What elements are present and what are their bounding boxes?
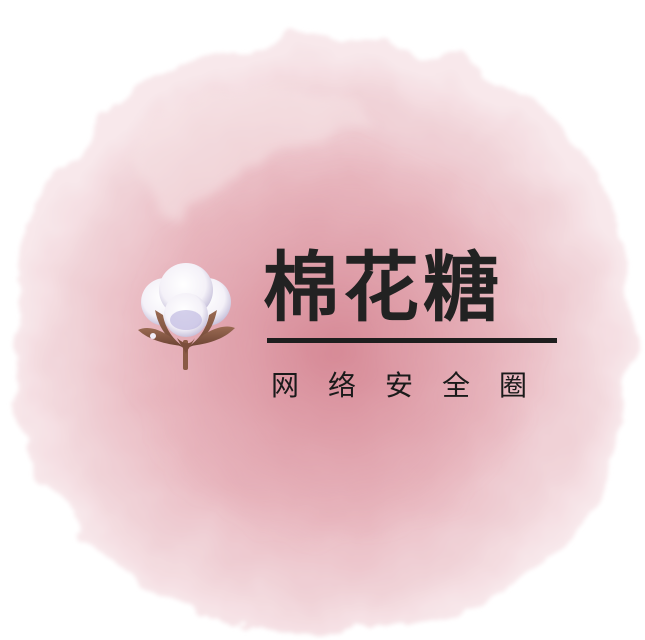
brand-subtitle: 网络安全圈 — [271, 369, 557, 402]
title-underline — [267, 338, 557, 343]
logo-group: 棉花糖 网络安全圈 — [135, 240, 565, 410]
cotton-boll-icon — [138, 263, 235, 370]
brand-title: 棉花糖 — [263, 243, 503, 332]
